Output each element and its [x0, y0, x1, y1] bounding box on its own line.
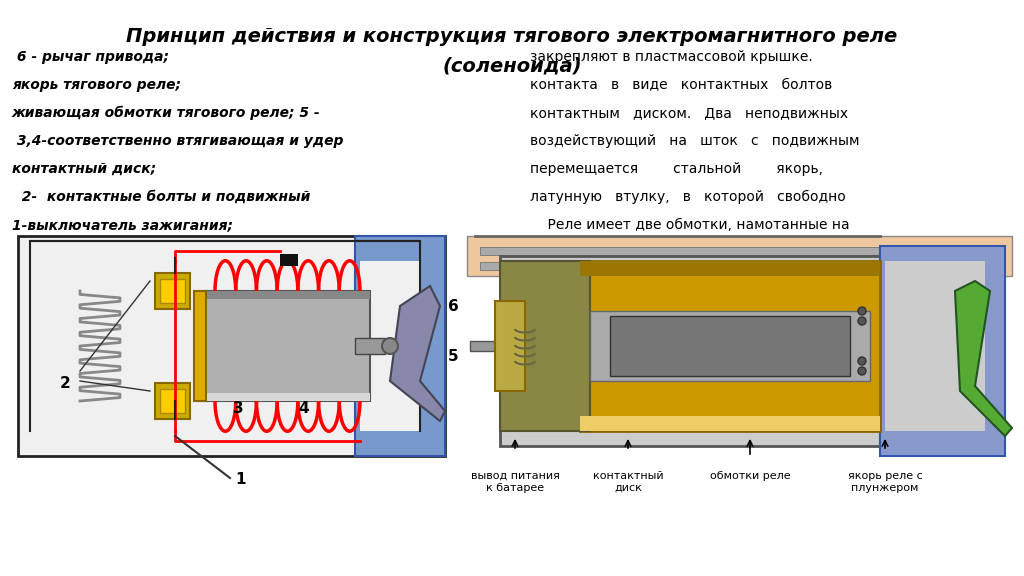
Bar	[200, 291, 370, 299]
Bar	[590, 311, 870, 381]
Text: 5: 5	[449, 349, 459, 364]
Polygon shape	[955, 281, 1012, 436]
Bar	[200, 291, 370, 401]
Bar	[160, 389, 185, 413]
Text: 3: 3	[233, 401, 244, 416]
Bar	[360, 261, 420, 431]
Bar	[480, 262, 1000, 270]
Text: 2: 2	[60, 376, 71, 391]
Bar	[355, 236, 445, 456]
Bar	[470, 341, 515, 351]
Text: (соленоида): (соленоида)	[442, 56, 582, 75]
Bar	[194, 291, 206, 401]
Polygon shape	[390, 286, 445, 421]
Text: Принцип действия и конструкция тягового электромагнитного реле: Принцип действия и конструкция тягового …	[126, 26, 898, 46]
Bar	[160, 279, 185, 303]
Bar	[355, 338, 385, 354]
Text: обмотки реле: обмотки реле	[710, 471, 791, 481]
Circle shape	[858, 317, 866, 325]
Circle shape	[858, 357, 866, 365]
Text: латунную   втулку,   в   которой   свободно: латунную втулку, в которой свободно	[530, 190, 846, 204]
Text: 2-  контактные болты и подвижный: 2- контактные болты и подвижный	[12, 190, 310, 204]
Text: вывод питания
к батарее: вывод питания к батарее	[471, 471, 559, 492]
Bar	[580, 261, 880, 276]
Bar	[500, 256, 990, 446]
Bar	[495, 301, 525, 391]
Bar	[480, 247, 1000, 255]
Bar	[155, 273, 190, 309]
Text: воздействующий   на   шток   с   подвижным: воздействующий на шток с подвижным	[530, 134, 859, 148]
Text: живающая обмотки тягового реле; 5 -: живающая обмотки тягового реле; 5 -	[12, 106, 321, 120]
Text: 6 - рычаг привода;: 6 - рычаг привода;	[12, 50, 169, 64]
Bar	[467, 236, 1012, 276]
Text: контактный диск;: контактный диск;	[12, 162, 156, 176]
Text: перемещается        стальной        якорь,: перемещается стальной якорь,	[530, 162, 823, 176]
Circle shape	[382, 338, 398, 354]
Text: якорь тягового реле;: якорь тягового реле;	[12, 78, 181, 92]
Circle shape	[858, 367, 866, 375]
Bar	[880, 246, 1005, 456]
Bar	[155, 383, 190, 419]
Text: 4: 4	[298, 401, 308, 416]
Bar	[580, 261, 880, 431]
Text: 6: 6	[449, 299, 459, 314]
Text: 1-выключатель зажигания;: 1-выключатель зажигания;	[12, 218, 233, 232]
Circle shape	[858, 307, 866, 315]
Text: контактный
диск: контактный диск	[593, 471, 664, 492]
Text: 3,4-соответственно втягивающая и удер: 3,4-соответственно втягивающая и удер	[12, 134, 343, 148]
Text: 1: 1	[234, 472, 246, 487]
Bar	[885, 261, 985, 431]
Bar	[610, 316, 850, 376]
Text: Реле имеет две обмотки, намотанные на: Реле имеет две обмотки, намотанные на	[530, 218, 850, 232]
Text: контактным   диском.   Два   неподвижных: контактным диском. Два неподвижных	[530, 106, 848, 120]
Bar	[580, 416, 880, 431]
Text: якорь реле с
плунжером: якорь реле с плунжером	[848, 471, 923, 492]
Bar	[200, 393, 370, 401]
Bar	[500, 261, 590, 431]
Bar	[280, 254, 298, 266]
Text: контакта   в   виде   контактных   болтов: контакта в виде контактных болтов	[530, 78, 833, 92]
Text: закрепляют в пластмассовой крышке.: закрепляют в пластмассовой крышке.	[530, 50, 813, 64]
Bar	[18, 236, 445, 456]
